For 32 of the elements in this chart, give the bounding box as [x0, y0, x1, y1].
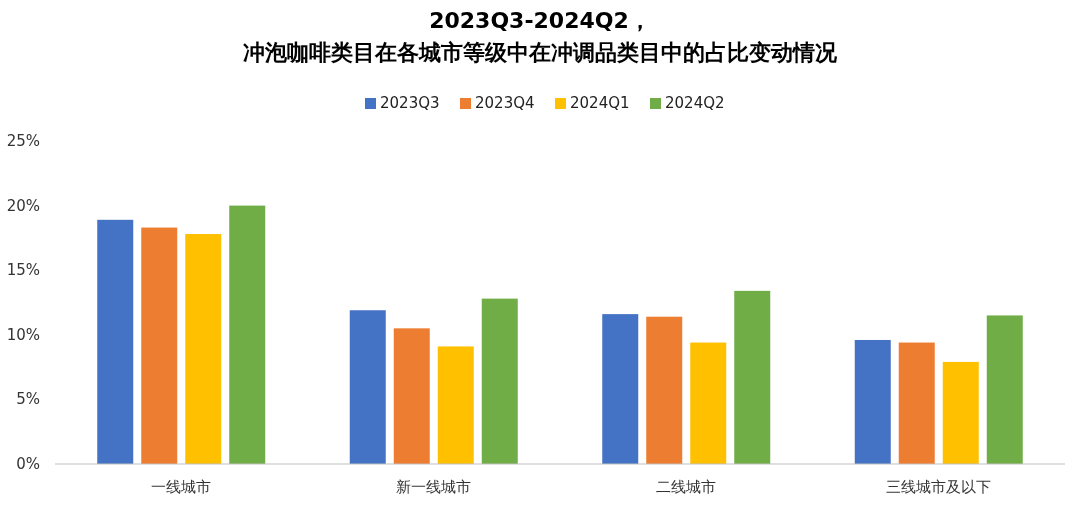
bar — [349, 310, 386, 464]
bar — [185, 234, 222, 464]
y-tick-label: 5% — [16, 390, 40, 409]
chart-title: 2023Q3-2024Q2， — [429, 8, 651, 33]
bar — [646, 316, 683, 464]
bar — [942, 361, 979, 464]
legend-label: 2023Q4 — [475, 94, 535, 112]
x-tick-label: 二线城市 — [656, 478, 717, 496]
bar — [898, 342, 935, 464]
y-tick-label: 20% — [6, 196, 40, 215]
bar — [393, 328, 430, 464]
bar — [734, 290, 771, 464]
legend-label: 2024Q2 — [665, 94, 725, 112]
x-tick-label: 一线城市 — [151, 478, 212, 496]
bar — [481, 298, 518, 464]
bar — [986, 315, 1023, 464]
bar — [602, 314, 639, 464]
x-tick-label: 三线城市及以下 — [886, 478, 992, 496]
y-tick-label: 25% — [6, 132, 40, 150]
y-tick-label: 15% — [6, 261, 40, 280]
bar — [97, 219, 134, 464]
bar — [437, 346, 474, 464]
bar — [229, 205, 266, 464]
y-tick-label: 0% — [16, 455, 40, 473]
legend-label: 2023Q3 — [380, 94, 440, 112]
legend-label: 2024Q1 — [570, 94, 630, 112]
x-tick-label: 新一线城市 — [396, 478, 472, 496]
bar — [690, 342, 727, 464]
bar — [141, 227, 178, 464]
y-tick-label: 10% — [6, 325, 40, 344]
chart-subtitle: 冲泡咖啡类目在各城市等级中在冲调品类目中的占比变动情况 — [243, 40, 838, 65]
bar — [854, 339, 891, 464]
